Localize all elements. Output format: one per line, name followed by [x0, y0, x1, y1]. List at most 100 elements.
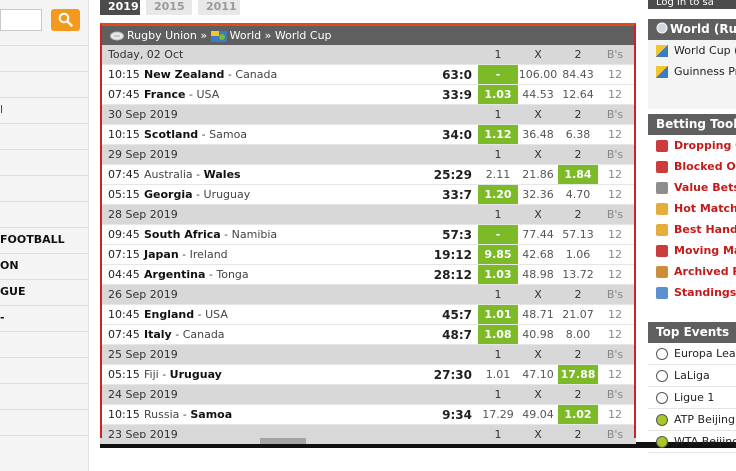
- odds-home[interactable]: 17.29: [482, 408, 514, 421]
- sidebar-item[interactable]: l: [0, 97, 88, 123]
- odds-draw[interactable]: 42.68: [522, 248, 554, 261]
- match-row[interactable]: 10:15 Scotland - Samoa 34:0 1.12 36.48 6.38 12: [102, 125, 634, 145]
- odds-home[interactable]: 1.01: [478, 305, 518, 324]
- match-row[interactable]: 07:45 France - USA 33:9 1.03 44.53 12.64 12: [102, 85, 634, 105]
- home-team[interactable]: Italy: [144, 328, 172, 341]
- tab-season-2011[interactable]: 2011: [198, 0, 240, 15]
- bookmaker-count[interactable]: 12: [608, 368, 622, 381]
- home-team[interactable]: Russia: [144, 408, 180, 421]
- odds-draw[interactable]: 49.04: [522, 408, 554, 421]
- final-score[interactable]: 25:29: [433, 168, 472, 182]
- bookmaker-count[interactable]: 12: [608, 268, 622, 281]
- breadcrumb-country[interactable]: World: [229, 29, 262, 42]
- odds-home[interactable]: 1.20: [478, 185, 518, 204]
- sidebar-item[interactable]: [0, 149, 88, 175]
- final-score[interactable]: 57:3: [442, 228, 472, 242]
- odds-draw[interactable]: 32.36: [522, 188, 554, 201]
- bookmaker-count[interactable]: 12: [608, 408, 622, 421]
- away-team[interactable]: Uruguay: [169, 368, 222, 381]
- away-team[interactable]: Ireland: [189, 248, 228, 261]
- odds-away[interactable]: 1.84: [558, 165, 598, 184]
- search-input[interactable]: [0, 9, 42, 31]
- league-link[interactable]: World Cup (: [648, 40, 736, 61]
- betting-tool-link[interactable]: Blocked Od: [648, 156, 736, 177]
- final-score[interactable]: 19:12: [433, 248, 472, 262]
- match-row[interactable]: 07:45 Italy - Canada 48:7 1.08 40.98 8.00 12: [102, 325, 634, 345]
- bookmaker-count[interactable]: 12: [608, 248, 622, 261]
- odds-draw[interactable]: 48.98: [522, 268, 554, 281]
- sidebar-item[interactable]: [0, 383, 88, 409]
- odds-draw[interactable]: 48.71: [522, 308, 554, 321]
- sidebar-item[interactable]: [0, 123, 88, 149]
- betting-tool-link[interactable]: Moving Mar: [648, 240, 736, 261]
- match-row[interactable]: 10:15 New Zealand - Canada 63:0-106.00 84.4…: [102, 65, 634, 85]
- final-score[interactable]: 45:7: [442, 308, 472, 322]
- final-score[interactable]: 9:34: [442, 408, 472, 422]
- match-row[interactable]: 05:15 Fiji - Uruguay 27:30 1.01 47.10 17.88 12: [102, 365, 634, 385]
- odds-home[interactable]: -: [478, 225, 518, 244]
- tab-season-2019[interactable]: 2019: [100, 0, 140, 15]
- match-row[interactable]: 10:45 England - USA 45:7 1.01 48.71 21.07 12: [102, 305, 634, 325]
- odds-draw[interactable]: 21.86: [522, 168, 554, 181]
- bookmaker-count[interactable]: 12: [608, 308, 622, 321]
- search-button[interactable]: [51, 9, 80, 31]
- odds-home[interactable]: 9.85: [478, 245, 518, 264]
- breadcrumb-sport[interactable]: Rugby Union: [127, 29, 197, 42]
- odds-away[interactable]: 21.07: [562, 308, 594, 321]
- odds-away[interactable]: 1.06: [565, 248, 591, 261]
- final-score[interactable]: 63:0: [442, 68, 472, 82]
- home-team[interactable]: Georgia: [144, 188, 193, 201]
- away-team[interactable]: Canada: [182, 328, 225, 341]
- final-score[interactable]: 27:30: [433, 368, 472, 382]
- betting-tool-link[interactable]: Best Handic: [648, 219, 736, 240]
- final-score[interactable]: 48:7: [442, 328, 472, 342]
- away-team[interactable]: USA: [205, 308, 228, 321]
- league-link[interactable]: Guinness Pro: [648, 61, 736, 82]
- odds-draw[interactable]: 40.98: [522, 328, 554, 341]
- home-team[interactable]: France: [144, 88, 186, 101]
- odds-away[interactable]: 6.38: [565, 128, 591, 141]
- betting-tool-link[interactable]: Dropping O: [648, 135, 736, 156]
- breadcrumb-tournament[interactable]: World Cup: [274, 29, 332, 42]
- match-row[interactable]: 04:45 Argentina - Tonga 28:12 1.03 48.98 13.7…: [102, 265, 634, 285]
- odds-home[interactable]: 1.08: [478, 325, 518, 344]
- bookmaker-count[interactable]: 12: [608, 88, 622, 101]
- sidebar-item[interactable]: FOOTBALL: [0, 227, 88, 253]
- odds-away[interactable]: 13.72: [562, 268, 594, 281]
- match-row[interactable]: 07:45 Australia - Wales 25:29 2.11 21.86 1.84…: [102, 165, 634, 185]
- match-row[interactable]: 10:15 Russia - Samoa 9:34 17.29 49.04 1.02 12: [102, 405, 634, 425]
- odds-home[interactable]: 1.12: [478, 125, 518, 144]
- bookmaker-count[interactable]: 12: [608, 168, 622, 181]
- sidebar-item[interactable]: GUE: [0, 279, 88, 305]
- top-event-link[interactable]: Ligue 1: [648, 387, 736, 409]
- betting-tool-link[interactable]: Hot Matche: [648, 198, 736, 219]
- sidebar-item[interactable]: ON: [0, 253, 88, 279]
- away-team[interactable]: Samoa: [209, 128, 248, 141]
- home-team[interactable]: England: [144, 308, 195, 321]
- final-score[interactable]: 34:0: [442, 128, 472, 142]
- sidebar-item[interactable]: [0, 357, 88, 383]
- sidebar-item[interactable]: [0, 175, 88, 201]
- home-team[interactable]: Scotland: [144, 128, 199, 141]
- final-score[interactable]: 28:12: [433, 268, 472, 282]
- login-button[interactable]: Log in to sa: [648, 0, 736, 9]
- odds-away[interactable]: 17.88: [558, 365, 598, 384]
- top-event-link[interactable]: Europa Leag: [648, 343, 736, 365]
- odds-draw[interactable]: 47.10: [522, 368, 554, 381]
- top-event-link[interactable]: ATP Beijing: [648, 409, 736, 431]
- match-row[interactable]: 09:45 South Africa - Namibia 57:3-77.44 57.…: [102, 225, 634, 245]
- away-team[interactable]: Wales: [203, 168, 241, 181]
- bookmaker-count[interactable]: 12: [608, 328, 622, 341]
- sidebar-item[interactable]: -: [0, 305, 88, 331]
- sidebar-item[interactable]: [0, 201, 88, 227]
- betting-tool-link[interactable]: Standings: [648, 282, 736, 303]
- away-team[interactable]: Uruguay: [203, 188, 251, 201]
- odds-away[interactable]: 8.00: [565, 328, 591, 341]
- bookmaker-count[interactable]: 12: [608, 188, 622, 201]
- odds-draw[interactable]: 44.53: [522, 88, 554, 101]
- odds-away[interactable]: 4.70: [565, 188, 591, 201]
- sidebar-item[interactable]: [0, 45, 88, 71]
- away-team[interactable]: USA: [196, 88, 220, 101]
- odds-away[interactable]: 84.43: [562, 68, 594, 81]
- odds-away[interactable]: 57.13: [562, 228, 594, 241]
